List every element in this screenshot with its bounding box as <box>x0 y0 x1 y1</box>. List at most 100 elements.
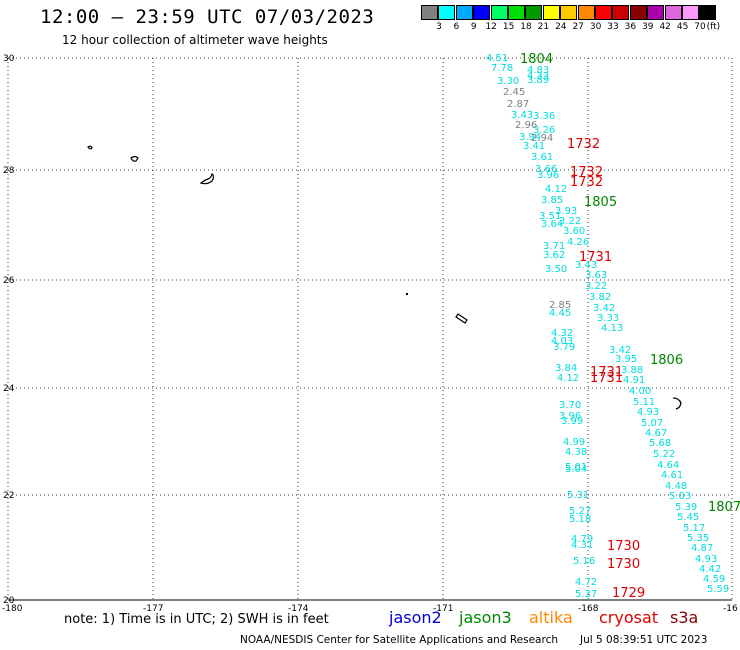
wave-height-label: 3.60 <box>563 226 585 237</box>
wave-height-label: 3.41 <box>523 141 545 152</box>
wave-height-label: 3.62 <box>543 250 565 261</box>
pass-time-label: 1731 <box>590 371 623 386</box>
altimeter-track-labels: 4.517.78 4.834.333.30 3.892.452.873.43 3.36… <box>486 53 729 600</box>
wave-height-label: 5.04 <box>565 464 587 475</box>
wave-height-label: 4.83 <box>527 65 549 76</box>
wave-height-label: 5.31 <box>567 490 589 501</box>
wave-height-label: 5.18 <box>569 514 591 525</box>
wave-height-label: 2.45 <box>503 87 525 98</box>
legend-jason3: jason3 <box>459 608 512 627</box>
wave-height-label: 2.96 <box>515 120 537 131</box>
island-outline <box>455 313 468 324</box>
longitude-label: -174 <box>288 604 309 614</box>
wave-height-label: 4.67 <box>645 428 667 439</box>
wave-height-label: 4.99 <box>563 437 585 448</box>
scale-swatch <box>490 5 508 20</box>
wave-height-label: 4.32 <box>551 328 573 339</box>
wave-height-label: 3.96 <box>559 411 581 422</box>
island-outline <box>406 293 408 295</box>
wave-height-label: 3.88 <box>621 365 643 376</box>
wave-height-label: 4.31 <box>571 540 593 551</box>
scale-label: 39 <box>642 22 654 32</box>
wave-height-label: 5.16 <box>573 556 595 567</box>
map-title: 12:00 – 23:59 UTC 07/03/2023 <box>40 6 375 28</box>
wave-height-label: 5.68 <box>649 438 671 449</box>
wave-height-label: 4.87 <box>691 543 713 554</box>
scale-label: 42 <box>659 22 671 32</box>
wave-height-label: 3.79 <box>553 342 575 353</box>
map-grid <box>7 57 733 601</box>
wave-height-label: 3.61 <box>531 152 553 163</box>
wave-height-label: 3.99 <box>561 416 583 427</box>
wave-height-label: 5.35 <box>687 533 709 544</box>
pass-time-label: 1804 <box>520 52 553 67</box>
scale-label: 6 <box>453 22 460 32</box>
wave-height-label: 5.01 <box>565 462 587 473</box>
scale-swatch <box>508 5 525 20</box>
wave-height-label: 3.22 <box>585 281 607 292</box>
wave-height-label: 3.85 <box>541 195 563 206</box>
island-outline <box>87 145 93 150</box>
wave-height-label: 4.91 <box>623 375 645 386</box>
longitude-label: -16 <box>723 604 738 614</box>
legend-jason2: jason2 <box>389 608 442 627</box>
pass-time-label: 1731 <box>579 250 612 265</box>
latitude-label: 30 <box>3 54 15 64</box>
wave-height-label: 2.87 <box>507 99 529 110</box>
wave-height-label: 5.11 <box>633 397 655 408</box>
longitude-label: -168 <box>578 604 599 614</box>
scale-label: 12 <box>485 22 497 32</box>
pass-time-label: 1732 <box>570 165 603 180</box>
scale-swatch <box>664 5 682 20</box>
pass-time-label: 1732 <box>567 137 600 152</box>
scale-label: 36 <box>624 22 637 32</box>
scale-swatch <box>682 5 699 20</box>
wave-height-label: 4.72 <box>575 577 597 588</box>
scale-swatch <box>438 5 456 20</box>
scale-label: 45 <box>676 22 689 32</box>
pass-time-label: 1732 <box>570 175 603 190</box>
wave-height-label: 7.78 <box>491 63 513 74</box>
scale-swatch <box>577 5 595 20</box>
latitude-label: 24 <box>3 384 15 394</box>
footer-timestamp: Jul 5 08:39:51 UTC 2023 <box>580 634 708 646</box>
wave-height-label: 5.03 <box>669 491 691 502</box>
pass-time-label: 1730 <box>607 539 640 554</box>
wave-height-label: 3.70 <box>559 400 581 411</box>
scale-swatch <box>612 5 630 20</box>
wave-height-label: 3.94 <box>519 132 541 143</box>
map-subtitle: 12 hour collection of altimeter wave hei… <box>62 33 328 47</box>
latitude-label: 22 <box>3 491 14 501</box>
wave-height-label: 4.79 <box>571 534 593 545</box>
wave-height-label: 4.12 <box>557 373 579 384</box>
pass-time-label: 1730 <box>607 557 640 572</box>
scale-swatch <box>629 5 647 20</box>
units-note: note: 1) Time is in UTC; 2) SWH is in fe… <box>64 612 329 627</box>
wave-height-label: 4.93 <box>637 407 659 418</box>
wave-height-label: 5.22 <box>653 449 675 460</box>
wave-height-label: 2.85 <box>549 300 571 311</box>
wave-height-label: 3.30 <box>497 76 519 87</box>
wave-height-label: 4.64 <box>657 460 679 471</box>
pass-time-label: 1805 <box>584 195 617 210</box>
wave-height-label: 5.27 <box>569 506 591 517</box>
footer-credit: NOAA/NESDIS Center for Satellite Applica… <box>240 634 558 646</box>
pass-time-labels: 1804173217321732180517311806173117311807… <box>520 52 740 601</box>
wave-height-label: 3.96 <box>537 170 559 181</box>
scale-label: 21 <box>537 22 550 32</box>
wave-height-label: 3.42 <box>609 345 631 356</box>
wave-height-label: 5.17 <box>683 523 705 534</box>
island-outline <box>199 173 215 185</box>
wave-height-label: 4.33 <box>527 71 549 82</box>
wave-height-label: 3.66 <box>535 164 557 175</box>
scale-swatch <box>473 5 491 20</box>
island-outline <box>672 397 682 410</box>
island-outlines <box>87 145 682 410</box>
wave-height-label: 3.93 <box>555 206 577 217</box>
wave-height-label: 5.07 <box>641 418 663 429</box>
wave-height-label: 3.22 <box>559 216 581 227</box>
wave-height-label: 3.36 <box>533 111 555 122</box>
wave-height-label: 4.42 <box>699 564 721 575</box>
scale-label: 3 <box>436 22 442 32</box>
